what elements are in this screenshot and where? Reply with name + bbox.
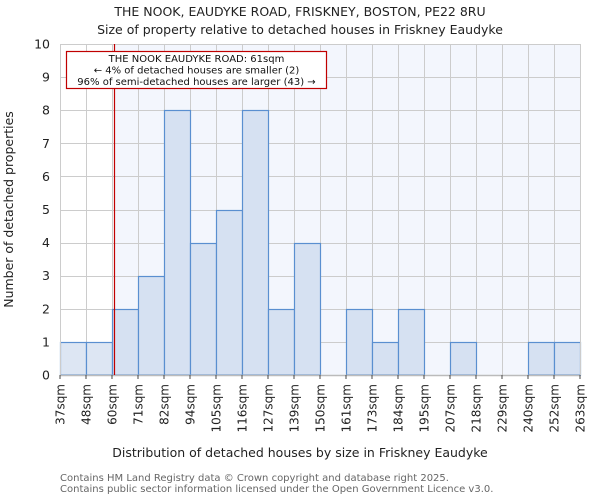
y-axis-label: Number of detached properties — [1, 111, 16, 308]
svg-text:7: 7 — [42, 136, 50, 151]
svg-text:218sqm: 218sqm — [470, 384, 484, 432]
chart-subtitle: Size of property relative to detached ho… — [97, 22, 503, 37]
svg-text:← 4% of detached houses are sm: ← 4% of detached houses are smaller (2) — [94, 66, 300, 77]
svg-text:105sqm: 105sqm — [210, 384, 224, 432]
svg-text:48sqm: 48sqm — [80, 384, 94, 425]
svg-text:116sqm: 116sqm — [236, 384, 250, 432]
histogram-bar — [345, 308, 374, 376]
histogram-bar — [59, 341, 88, 376]
svg-text:5: 5 — [42, 202, 50, 217]
svg-text:94sqm: 94sqm — [184, 384, 198, 425]
svg-text:2: 2 — [42, 301, 50, 316]
svg-text:10: 10 — [34, 37, 50, 52]
footer-licence: Contains public sector information licen… — [60, 484, 494, 495]
svg-text:9: 9 — [42, 70, 50, 85]
svg-text:1: 1 — [42, 334, 50, 349]
histogram-bar — [397, 308, 426, 376]
svg-text:139sqm: 139sqm — [288, 384, 302, 432]
svg-text:195sqm: 195sqm — [418, 384, 432, 432]
annotation-box: THE NOOK EAUDYKE ROAD: 61sqm← 4% of deta… — [65, 50, 328, 90]
svg-text:173sqm: 173sqm — [366, 384, 380, 432]
svg-text:161sqm: 161sqm — [340, 384, 354, 432]
svg-text:THE NOOK EAUDYKE ROAD: 61sqm: THE NOOK EAUDYKE ROAD: 61sqm — [108, 54, 285, 65]
svg-text:0: 0 — [42, 368, 50, 383]
histogram-bar — [85, 341, 114, 376]
svg-text:127sqm: 127sqm — [262, 384, 276, 432]
svg-text:263sqm: 263sqm — [574, 384, 588, 432]
histogram-bar — [527, 341, 556, 376]
bars — [59, 109, 582, 376]
x-axis-ticks: 37sqm 48sqm 60sqm 71sqm 82sqm 94sqm 105sqm 116s… — [54, 375, 588, 432]
svg-text:229sqm: 229sqm — [496, 384, 510, 432]
histogram-bar — [553, 341, 582, 376]
svg-text:96% of semi-detached houses ar: 96% of semi-detached houses are larger (… — [77, 77, 315, 88]
svg-text:3: 3 — [42, 268, 50, 283]
svg-text:71sqm: 71sqm — [132, 384, 146, 425]
svg-text:37sqm: 37sqm — [54, 384, 68, 425]
svg-text:240sqm: 240sqm — [522, 384, 536, 432]
histogram-bar — [241, 109, 270, 376]
svg-text:60sqm: 60sqm — [106, 384, 120, 425]
histogram-bar — [137, 275, 166, 376]
histogram-bar — [293, 242, 322, 376]
svg-text:207sqm: 207sqm — [444, 384, 458, 432]
chart-title: THE NOOK, EAUDYKE ROAD, FRISKNEY, BOSTON… — [114, 4, 486, 19]
svg-text:252sqm: 252sqm — [548, 384, 562, 432]
y-axis-ticks: 0 1 2 3 4 5 6 7 8 9 10 — [34, 37, 50, 383]
x-axis-label: Distribution of detached houses by size … — [112, 445, 488, 460]
histogram-bar — [371, 341, 400, 376]
svg-text:6: 6 — [42, 169, 50, 184]
footer-copyright: Contains HM Land Registry data © Crown c… — [60, 473, 449, 484]
svg-text:4: 4 — [42, 235, 50, 250]
histogram-bar — [189, 242, 218, 376]
histogram-bar — [267, 308, 296, 376]
histogram-bar — [111, 308, 140, 376]
svg-text:8: 8 — [42, 103, 50, 118]
svg-text:150sqm: 150sqm — [314, 384, 328, 432]
histogram-bar — [163, 109, 192, 376]
svg-text:82sqm: 82sqm — [158, 384, 172, 425]
histogram-bar — [449, 341, 478, 376]
histogram-bar — [215, 209, 244, 376]
svg-text:184sqm: 184sqm — [392, 384, 406, 432]
